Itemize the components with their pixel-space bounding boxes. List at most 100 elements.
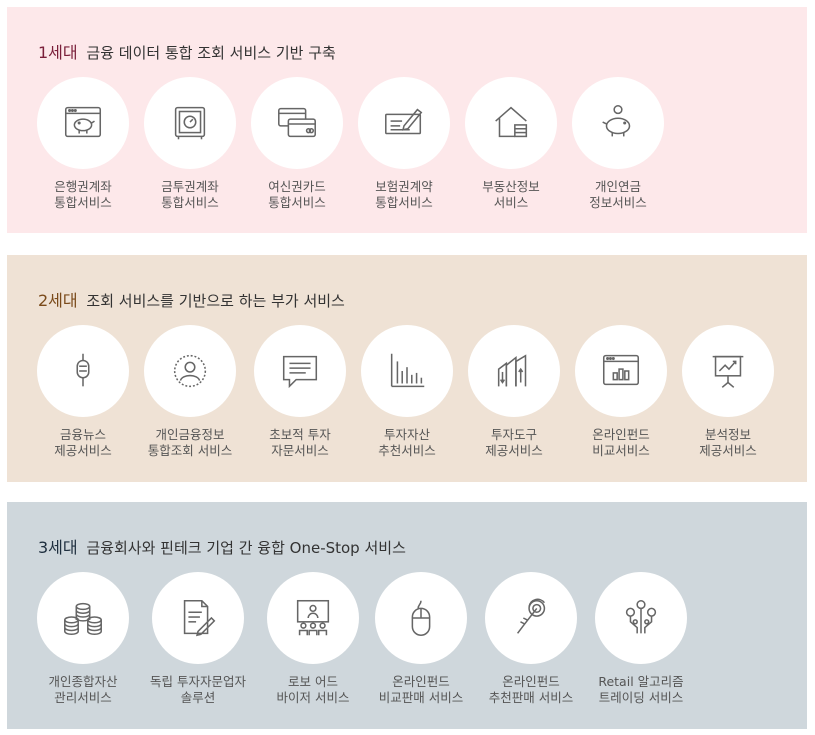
service-item-independent-advisor: 독립 투자자문업자 솔루션 [138, 572, 258, 706]
service-label-line1: 분석정보 [704, 427, 751, 442]
service-label-line1: 독립 투자자문업자 [150, 674, 246, 689]
service-item-securities-accounts: 금투권계좌 통합서비스 [130, 77, 250, 211]
service-label-line1: 온라인펀드 [592, 427, 650, 442]
service-label-line2: 비교서비스 [592, 443, 650, 458]
service-label-line1: 초보적 투자 [269, 427, 331, 442]
gen2-title: 2세대 조회 서비스를 기반으로 하는 부가 서비스 [38, 287, 345, 311]
piggy-bank-browser-icon [64, 106, 102, 138]
service-item-financial-news: 금융뉴스 제공서비스 [23, 325, 143, 459]
gen1-panel: 1세대 금융 데이터 통합 조회 서비스 기반 구축 은행권계좌 통합서비스 금투… [7, 7, 807, 233]
service-icon-circle [144, 325, 236, 417]
house-icon [495, 106, 528, 138]
service-label-line1: 여신권카드 [268, 179, 326, 194]
service-item-personal-finance-info: 개인금융정보 통합조회 서비스 [130, 325, 250, 459]
gen1-title: 1세대 금융 데이터 통합 조회 서비스 기반 구축 [38, 39, 336, 63]
service-label-line2: 서비스 [493, 195, 529, 210]
credit-cards-icon [278, 107, 316, 138]
service-label-line1: 개인종합자산 [48, 674, 118, 689]
service-label-line1: 온라인펀드 [392, 674, 450, 689]
service-item-online-fund-compare: 온라인펀드 비교서비스 [561, 325, 681, 459]
document-pen-icon [183, 599, 216, 637]
service-label-line2: 자문서비스 [271, 443, 329, 458]
service-label-line2: 트레이딩 서비스 [598, 690, 684, 705]
computer-mouse-icon [411, 600, 431, 637]
service-label-line2: 바이저 서비스 [276, 690, 350, 705]
microphone-icon [76, 353, 90, 387]
service-label-line2: 정보서비스 [589, 195, 647, 210]
user-profile-icon [173, 354, 207, 388]
service-label-line2: 통합서비스 [54, 195, 112, 210]
service-label-line2: 비교판매 서비스 [378, 690, 464, 705]
service-label-line2: 솔루션 [180, 690, 216, 705]
service-label-line1: Retail 알고리즘 [598, 674, 684, 689]
service-item-fund-recommend-sales: 온라인펀드 추천판매 서비스 [471, 572, 591, 706]
safe-icon [174, 106, 206, 140]
service-label-line2: 제공서비스 [54, 443, 112, 458]
service-icon-circle [37, 77, 129, 169]
service-label-line2: 제공서비스 [485, 443, 543, 458]
service-label-line1: 투자도구 [490, 427, 537, 442]
service-item-asset-management: 개인종합자산 관리서비스 [23, 572, 143, 706]
browser-chart-icon [602, 354, 640, 386]
service-label-line2: 통합서비스 [375, 195, 433, 210]
coin-stacks-icon [64, 602, 102, 636]
service-item-credit-cards: 여신권카드 통합서비스 [237, 77, 357, 211]
service-icon-circle [254, 325, 346, 417]
robo-advisor-screen-icon [296, 599, 330, 636]
service-icon-circle [144, 77, 236, 169]
service-icon-circle [485, 572, 577, 664]
gen3-heading: 금융회사와 핀테크 기업 간 융합 One-Stop 서비스 [86, 539, 406, 557]
service-label-line1: 로보 어드 [288, 674, 338, 689]
service-icon-circle [358, 77, 450, 169]
service-icon-circle [375, 572, 467, 664]
service-label-line1: 은행권계좌 [54, 179, 112, 194]
service-label-line1: 보험권계약 [375, 179, 433, 194]
presentation-board-icon [712, 355, 744, 388]
service-item-personal-pension: 개인연금 정보서비스 [558, 77, 678, 211]
chat-bubble-icon [282, 355, 318, 389]
service-label-line2: 통합조회 서비스 [147, 443, 233, 458]
service-item-asset-recommendation: 투자자산 추천서비스 [347, 325, 467, 459]
service-label-line2: 추천서비스 [378, 443, 436, 458]
service-icon-circle [152, 572, 244, 664]
service-label-line2: 추천판매 서비스 [488, 690, 574, 705]
gen2-heading: 조회 서비스를 기반으로 하는 부가 서비스 [86, 292, 345, 310]
service-icon-circle [361, 325, 453, 417]
gen1-label: 1세대 [38, 43, 78, 62]
service-label-line1: 투자자산 [383, 427, 430, 442]
service-icon-circle [251, 77, 343, 169]
service-icon-circle [595, 572, 687, 664]
service-icon-circle [468, 325, 560, 417]
service-item-investment-tools: 투자도구 제공서비스 [454, 325, 574, 459]
service-icon-circle [465, 77, 557, 169]
gen3-panel: 3세대 금융회사와 핀테크 기업 간 융합 One-Stop 서비스 개인종합자… [7, 502, 807, 729]
service-label-line1: 금융뉴스 [59, 427, 106, 442]
gen1-heading: 금융 데이터 통합 조회 서비스 기반 구축 [86, 44, 336, 62]
service-item-investment-advice: 초보적 투자 자문서비스 [240, 325, 360, 459]
pension-piggy-icon [602, 104, 631, 137]
service-icon-circle [267, 572, 359, 664]
service-item-real-estate: 부동산정보 서비스 [451, 77, 571, 211]
gen3-label: 3세대 [38, 538, 78, 557]
gen3-title: 3세대 금융회사와 핀테크 기업 간 융합 One-Stop 서비스 [38, 534, 406, 558]
touch-hand-icon [516, 598, 546, 634]
buildings-arrows-icon [497, 354, 527, 387]
service-item-retail-algorithm: Retail 알고리즘 트레이딩 서비스 [581, 572, 701, 706]
service-icon-circle [37, 572, 129, 664]
contract-sign-icon [385, 108, 423, 135]
service-label-line2: 제공서비스 [699, 443, 757, 458]
service-label-line2: 통합서비스 [268, 195, 326, 210]
service-label-line2: 관리서비스 [54, 690, 112, 705]
service-label-line1: 개인금융정보 [155, 427, 225, 442]
service-label-line2: 통합서비스 [161, 195, 219, 210]
gen2-label: 2세대 [38, 291, 78, 310]
service-label-line1: 개인연금 [594, 179, 641, 194]
service-item-analysis-info: 분석정보 제공서비스 [668, 325, 788, 459]
service-label-line1: 금투권계좌 [161, 179, 219, 194]
service-icon-circle [572, 77, 664, 169]
service-label-line1: 부동산정보 [482, 179, 540, 194]
bar-chart-icon [390, 353, 425, 388]
service-item-bank-accounts: 은행권계좌 통합서비스 [23, 77, 143, 211]
service-icon-circle [37, 325, 129, 417]
service-item-robo-advisor: 로보 어드 바이저 서비스 [253, 572, 373, 706]
